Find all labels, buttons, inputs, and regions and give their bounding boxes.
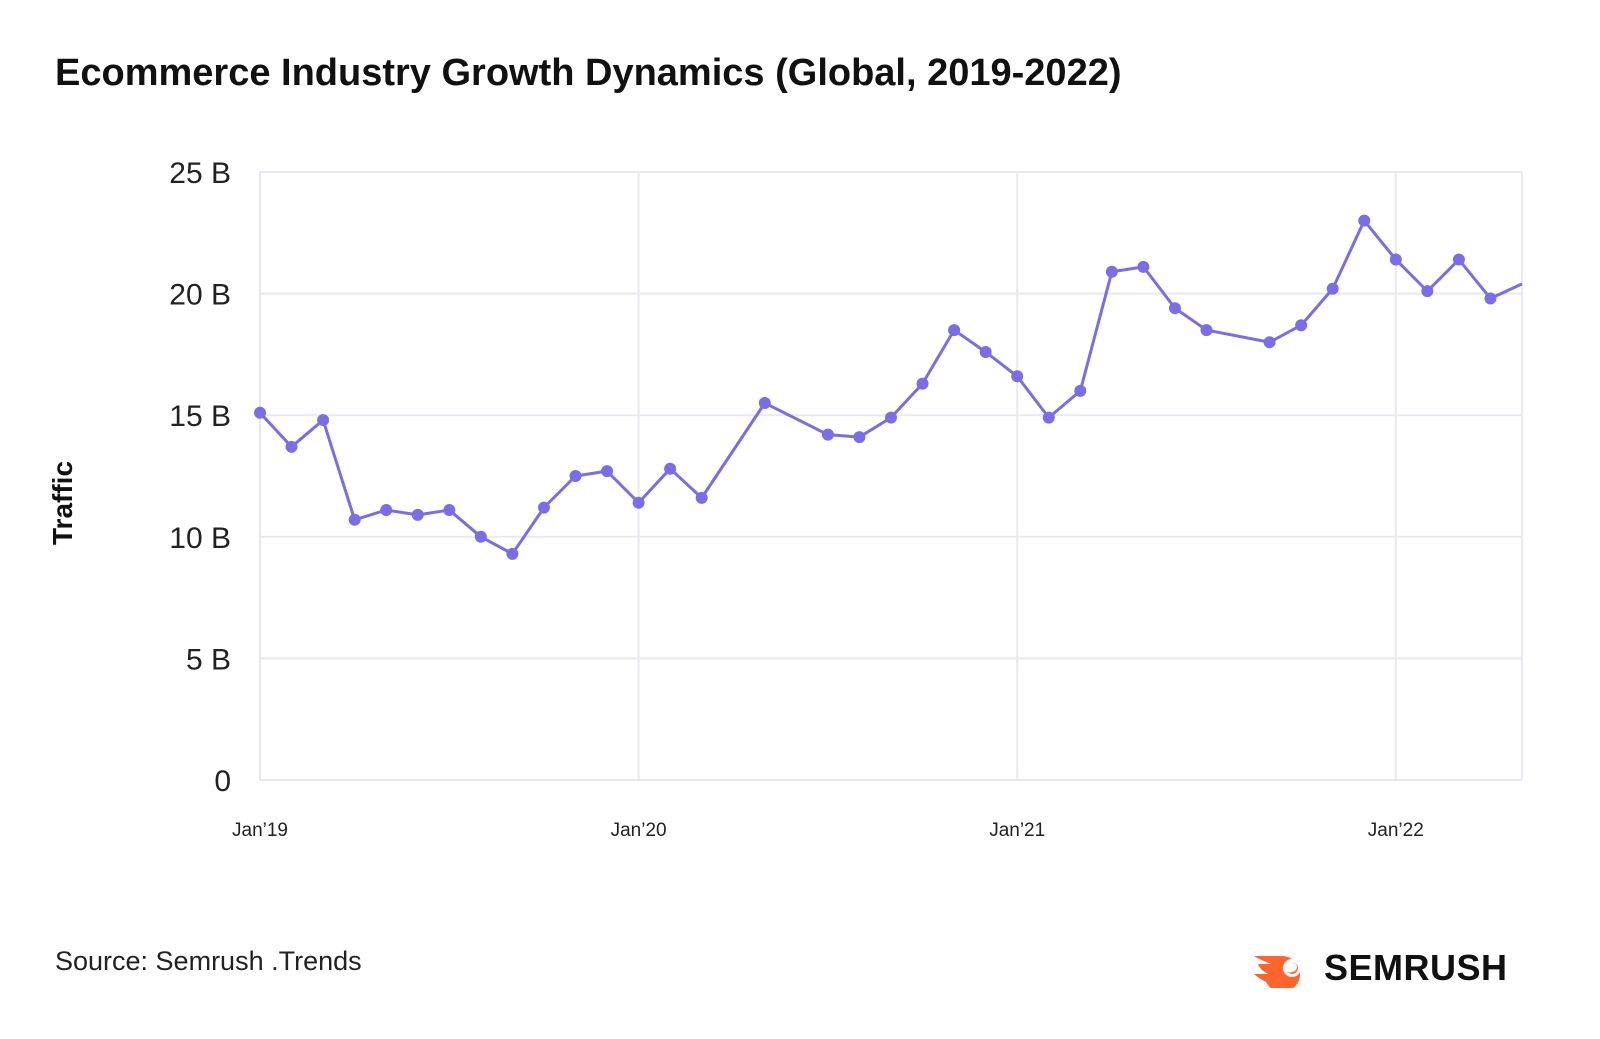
data-point — [348, 513, 361, 526]
data-point — [601, 465, 614, 478]
data-point — [254, 406, 266, 419]
series-traffic — [254, 214, 1523, 560]
y-tick-label: 10 B — [169, 522, 231, 555]
data-point — [632, 496, 645, 509]
data-point — [885, 411, 897, 424]
data-point — [1295, 319, 1308, 332]
y-tick-label: 5 B — [186, 643, 231, 676]
y-tick-label: 15 B — [169, 400, 231, 433]
data-point — [1074, 384, 1087, 397]
grid-lines — [260, 171, 1523, 780]
source-note: Source: Semrush .Trends — [55, 946, 362, 976]
data-point — [948, 324, 961, 337]
data-point — [1389, 253, 1402, 266]
data-point — [695, 491, 708, 504]
axes — [259, 172, 1522, 781]
y-tick-labels: 0 5 B 10 B 15 B 20 B 25 B — [169, 157, 231, 798]
semrush-flame-icon — [1254, 955, 1301, 988]
data-point — [1326, 282, 1339, 295]
data-point — [916, 377, 929, 390]
x-tick-label: Jan’19 — [232, 820, 288, 841]
data-point — [664, 462, 677, 475]
data-point — [569, 470, 582, 482]
chart-title: Ecommerce Industry Growth Dynamics (Glob… — [55, 52, 1122, 94]
data-point — [821, 428, 834, 441]
x-tick-label: Jan’21 — [989, 820, 1045, 841]
data-point — [285, 440, 298, 453]
data-point — [1137, 260, 1150, 273]
data-point — [317, 414, 330, 427]
data-point — [1200, 324, 1213, 337]
x-tick-label: Jan’22 — [1368, 820, 1424, 841]
data-point — [1358, 214, 1371, 227]
data-point — [853, 431, 866, 444]
data-point — [979, 345, 992, 358]
data-point — [1042, 411, 1055, 424]
y-tick-label: 25 B — [169, 157, 231, 190]
data-point — [758, 397, 771, 410]
data-point — [411, 508, 424, 521]
data-point — [1421, 285, 1434, 298]
data-point — [1105, 265, 1118, 278]
data-point — [474, 530, 487, 543]
series-line — [258, 219, 1523, 556]
data-point — [1263, 336, 1276, 349]
brand-name: SEMRUSH — [1324, 947, 1508, 988]
data-point — [1168, 302, 1181, 315]
brand-logo: SEMRUSH — [1252, 940, 1508, 996]
data-point — [1484, 292, 1497, 305]
y-tick-label: 20 B — [169, 279, 231, 312]
data-point — [537, 501, 550, 514]
y-tick-label: 0 — [214, 765, 231, 798]
data-point — [1452, 253, 1465, 266]
data-point — [506, 547, 519, 560]
x-tick-label: Jan’20 — [611, 820, 667, 841]
data-point — [1011, 370, 1024, 383]
x-tick-labels: Jan’19 Jan’20 Jan’21 Jan’22 — [232, 820, 1424, 841]
data-point — [380, 504, 393, 517]
data-point — [443, 504, 456, 517]
